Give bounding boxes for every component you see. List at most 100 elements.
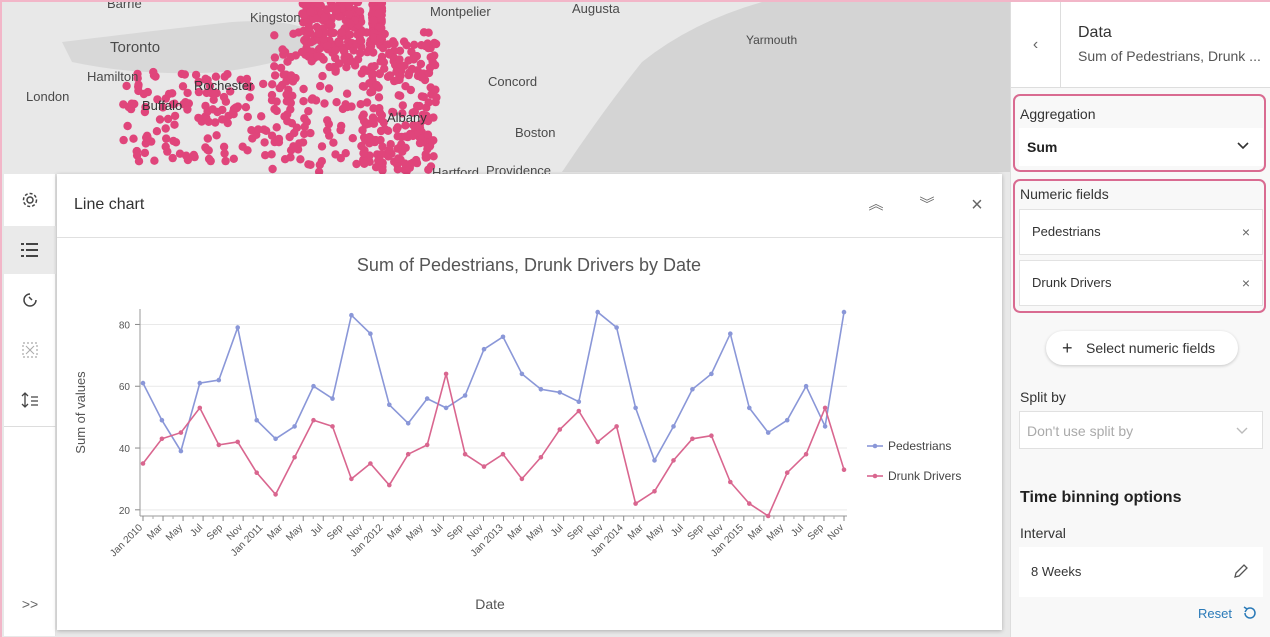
data-point[interactable] — [709, 433, 714, 438]
data-point[interactable] — [747, 501, 752, 506]
data-point[interactable] — [462, 393, 468, 398]
aggregation-highlight — [1013, 94, 1266, 172]
data-point[interactable] — [500, 451, 506, 457]
data-point[interactable] — [349, 312, 354, 318]
data-point[interactable] — [424, 396, 430, 401]
data-point[interactable] — [443, 371, 449, 377]
data-point[interactable] — [140, 380, 146, 386]
data-point[interactable] — [709, 371, 714, 377]
data-point[interactable] — [728, 331, 733, 336]
data-point[interactable] — [557, 427, 563, 432]
select-numeric-fields-button[interactable]: + Select numeric fields — [1046, 331, 1238, 365]
data-point[interactable] — [368, 331, 373, 336]
data-point[interactable] — [803, 451, 809, 457]
data-point[interactable] — [443, 405, 449, 411]
data-point[interactable] — [519, 476, 525, 482]
data-point[interactable] — [576, 408, 582, 414]
reset-button[interactable]: Reset — [1198, 606, 1256, 621]
gear-icon[interactable] — [4, 176, 56, 224]
selection-icon[interactable] — [4, 326, 56, 374]
data-point[interactable] — [519, 371, 525, 377]
collapse-up-icon[interactable]: ︽ — [868, 196, 884, 213]
data-point[interactable] — [822, 424, 828, 429]
data-point[interactable] — [292, 424, 297, 429]
data-point[interactable] — [311, 383, 316, 389]
data-point[interactable] — [273, 492, 278, 497]
data-point[interactable] — [803, 383, 809, 389]
data-point[interactable] — [765, 430, 771, 435]
data-point[interactable] — [614, 424, 619, 429]
data-point[interactable] — [595, 309, 600, 315]
data-point[interactable] — [405, 451, 411, 457]
data-point[interactable] — [841, 309, 847, 315]
data-point[interactable] — [481, 464, 487, 469]
data-point[interactable] — [784, 470, 790, 475]
data-point[interactable] — [140, 461, 146, 466]
data-point[interactable] — [462, 451, 468, 457]
data-point[interactable] — [557, 390, 563, 395]
data-point[interactable] — [576, 399, 582, 404]
legend-label[interactable]: Drunk Drivers — [888, 469, 961, 483]
data-point[interactable] — [671, 458, 676, 463]
data-point[interactable] — [690, 436, 695, 442]
data-point[interactable] — [424, 442, 430, 448]
close-icon[interactable]: × — [971, 194, 983, 216]
split-by-select[interactable]: Don't use split by — [1019, 411, 1263, 449]
data-point[interactable] — [614, 325, 619, 330]
data-point[interactable] — [292, 455, 297, 460]
data-point[interactable] — [405, 421, 411, 426]
data-point[interactable] — [254, 470, 259, 475]
data-point[interactable] — [538, 455, 544, 460]
data-point[interactable] — [159, 417, 165, 423]
data-point[interactable] — [652, 489, 657, 494]
data-point[interactable] — [841, 467, 847, 472]
data-point[interactable] — [197, 380, 203, 386]
data-point[interactable] — [330, 424, 335, 429]
list-icon[interactable] — [4, 226, 56, 274]
data-point[interactable] — [178, 430, 184, 435]
data-point[interactable] — [822, 405, 828, 411]
remove-field-icon[interactable]: × — [1241, 224, 1250, 240]
interval-field[interactable]: 8 Weeks — [1019, 547, 1263, 597]
data-point[interactable] — [690, 387, 695, 392]
data-point[interactable] — [481, 346, 487, 352]
expand-icon[interactable]: >> — [21, 596, 39, 612]
data-point[interactable] — [254, 417, 259, 423]
data-point[interactable] — [216, 377, 222, 383]
data-point[interactable] — [671, 424, 676, 429]
data-point[interactable] — [273, 436, 278, 442]
collapse-down-icon[interactable]: ︾ — [919, 196, 935, 213]
x-tick-label: Mar — [506, 522, 526, 542]
data-point[interactable] — [500, 334, 506, 340]
data-point[interactable] — [159, 436, 165, 442]
refresh-icon[interactable] — [4, 276, 56, 324]
data-point[interactable] — [311, 417, 316, 423]
data-point[interactable] — [235, 439, 240, 445]
x-tick-label: Sep — [806, 522, 827, 543]
aggregation-select[interactable]: Sum — [1019, 128, 1263, 166]
data-point[interactable] — [387, 482, 392, 488]
data-point[interactable] — [368, 461, 373, 466]
data-point[interactable] — [235, 325, 240, 330]
legend-label[interactable]: Pedestrians — [888, 439, 951, 453]
data-point[interactable] — [178, 448, 184, 454]
data-point[interactable] — [595, 439, 600, 445]
data-point[interactable] — [784, 417, 790, 423]
data-point[interactable] — [747, 405, 752, 411]
data-point[interactable] — [652, 458, 657, 463]
data-point[interactable] — [538, 387, 544, 392]
remove-field-icon[interactable]: × — [1241, 275, 1250, 291]
sort-icon[interactable] — [4, 376, 56, 424]
data-point[interactable] — [765, 513, 771, 519]
data-point[interactable] — [387, 402, 392, 408]
data-point[interactable] — [216, 442, 222, 448]
data-point[interactable] — [633, 501, 638, 506]
back-icon[interactable]: ‹ — [1011, 2, 1061, 88]
data-point[interactable] — [349, 476, 354, 482]
map-point — [170, 120, 179, 129]
pencil-icon[interactable] — [1233, 563, 1249, 579]
data-point[interactable] — [633, 405, 638, 411]
data-point[interactable] — [330, 396, 335, 401]
data-point[interactable] — [728, 479, 733, 485]
data-point[interactable] — [197, 405, 203, 411]
